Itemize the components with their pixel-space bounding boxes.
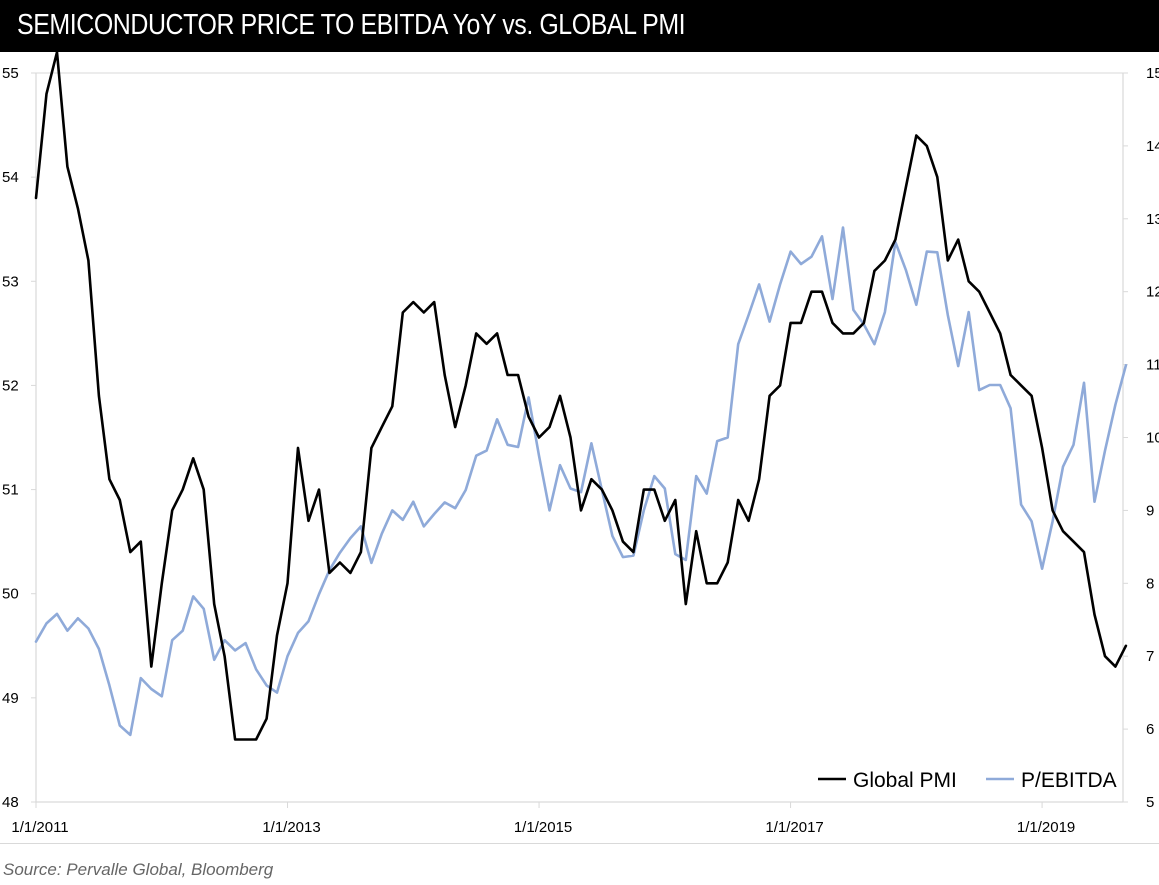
y-left-tick-label: 53: [2, 273, 19, 290]
y-right-tick-label: 9: [1146, 502, 1154, 519]
axes: 4849505152535455567891011121314151/1/201…: [2, 65, 1159, 836]
source-note: Source: Pervalle Global, Bloomberg: [3, 860, 274, 879]
y-right-tick-label: 15: [1146, 65, 1159, 82]
title-bar: SEMICONDUCTOR PRICE TO EBITDA YoY vs. GL…: [0, 0, 1159, 52]
y-left-tick-label: 50: [2, 586, 19, 603]
y-left-tick-label: 55: [2, 65, 19, 82]
y-left-tick-label: 54: [2, 169, 19, 186]
x-tick-label: 1/1/2011: [11, 819, 68, 836]
x-tick-label: 1/1/2015: [514, 819, 572, 836]
y-right-tick-label: 7: [1146, 648, 1154, 665]
legend-label-global-pmi: Global PMI: [853, 769, 957, 792]
y-right-tick-label: 8: [1146, 575, 1154, 592]
x-tick-label: 1/1/2019: [1017, 819, 1075, 836]
y-left-tick-label: 52: [2, 377, 19, 394]
y-right-tick-label: 5: [1146, 794, 1154, 811]
y-right-tick-label: 11: [1146, 357, 1159, 374]
x-tick-label: 1/1/2017: [765, 819, 823, 836]
series-line-p-ebitda: [34, 226, 1128, 737]
y-left-tick-label: 48: [2, 794, 19, 811]
series-group: [34, 52, 1128, 741]
y-right-tick-label: 6: [1146, 721, 1154, 738]
chart-title: SEMICONDUCTOR PRICE TO EBITDA YoY vs. GL…: [17, 9, 686, 41]
y-right-tick-label: 14: [1146, 138, 1159, 155]
y-right-tick-label: 12: [1146, 284, 1159, 301]
series-line-global-pmi: [34, 52, 1128, 741]
bottom-rule: [0, 843, 1159, 844]
legend: Global PMI P/EBITDA: [818, 769, 1117, 792]
chart: 4849505152535455567891011121314151/1/201…: [2, 52, 1159, 836]
x-tick-label: 1/1/2013: [262, 819, 320, 836]
y-left-tick-label: 49: [2, 690, 19, 707]
y-right-tick-label: 10: [1146, 430, 1159, 447]
y-left-tick-label: 51: [2, 482, 19, 499]
legend-label-p-ebitda: P/EBITDA: [1021, 769, 1117, 792]
y-right-tick-label: 13: [1146, 211, 1159, 228]
